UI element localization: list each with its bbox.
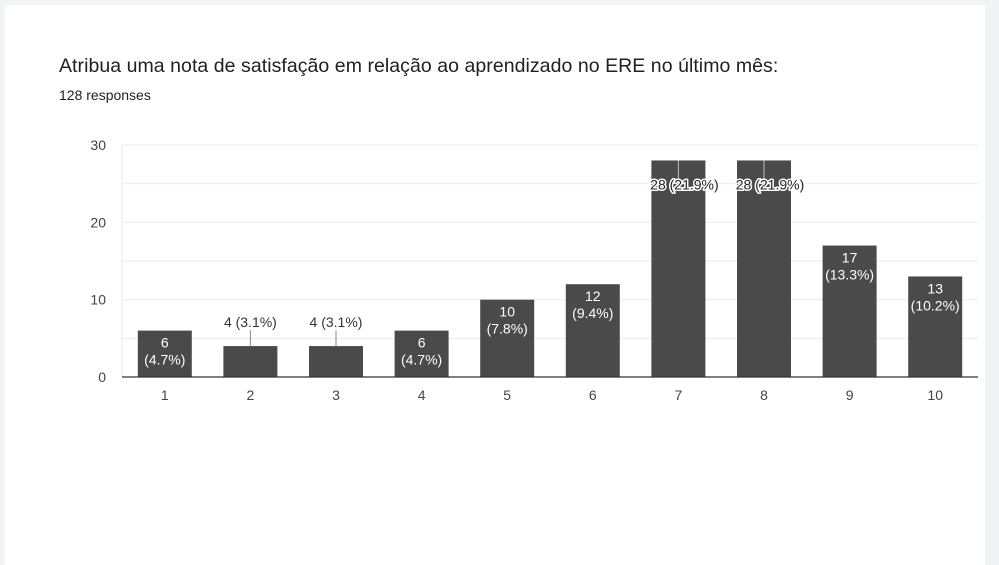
bar-10 [908,276,963,377]
question-title: Atribua uma nota de satisfação em relaçã… [59,55,779,77]
data-label: (10.2%) [911,297,960,313]
x-tick-label: 7 [675,387,683,403]
data-label: (9.4%) [572,305,613,321]
y-tick-label: 30 [90,137,106,153]
bar-6 [565,284,620,377]
x-tick-label: 10 [927,387,943,403]
data-label: 17 [842,250,858,266]
data-label: 6 [161,335,169,351]
x-axis-ticks: 1 2 3 4 5 6 7 8 9 10 [161,387,943,403]
x-tick-label: 3 [332,387,340,403]
data-label: 13 [927,280,943,296]
x-tick-label: 6 [589,387,597,403]
bar-8 [737,160,791,377]
bar-1 [137,330,192,377]
data-label: 4 (3.1%) [310,314,363,330]
y-axis-ticks: 0 10 20 30 [90,137,106,385]
data-label: (13.3%) [825,267,874,283]
data-label: 6 [418,335,426,351]
data-label: 28 (21.9%) [736,176,804,192]
data-label: (7.8%) [487,321,528,337]
bars [137,160,963,377]
bar-2 [223,346,278,377]
y-tick-label: 10 [90,292,106,308]
bar-7 [651,160,706,377]
question-card [5,5,985,565]
y-tick-label: 0 [98,369,106,385]
x-tick-label: 1 [161,387,169,403]
x-tick-label: 9 [846,387,854,403]
y-tick-label: 20 [90,214,106,230]
gridlines [121,144,978,377]
x-tick-label: 5 [503,387,511,403]
data-labels: 6(4.7%)4 (3.1%) 4 (3.1%)6(4.7%)10(7.8%)12… [144,160,960,368]
bar-5 [480,299,535,377]
bar-4 [394,330,449,377]
bar-3 [309,346,363,377]
x-tick-label: 2 [247,387,255,403]
bar-9 [822,245,877,377]
x-tick-label: 8 [760,387,768,403]
data-label: 12 [585,288,601,304]
data-label: (4.7%) [401,352,442,368]
data-label: (4.7%) [144,352,185,368]
x-tick-label: 4 [418,387,426,403]
data-label: 28 (21.9%) [650,176,718,192]
response-count: 128 responses [59,87,151,103]
data-label: 4 (3.1%) [224,314,277,330]
data-label: 10 [499,304,515,320]
